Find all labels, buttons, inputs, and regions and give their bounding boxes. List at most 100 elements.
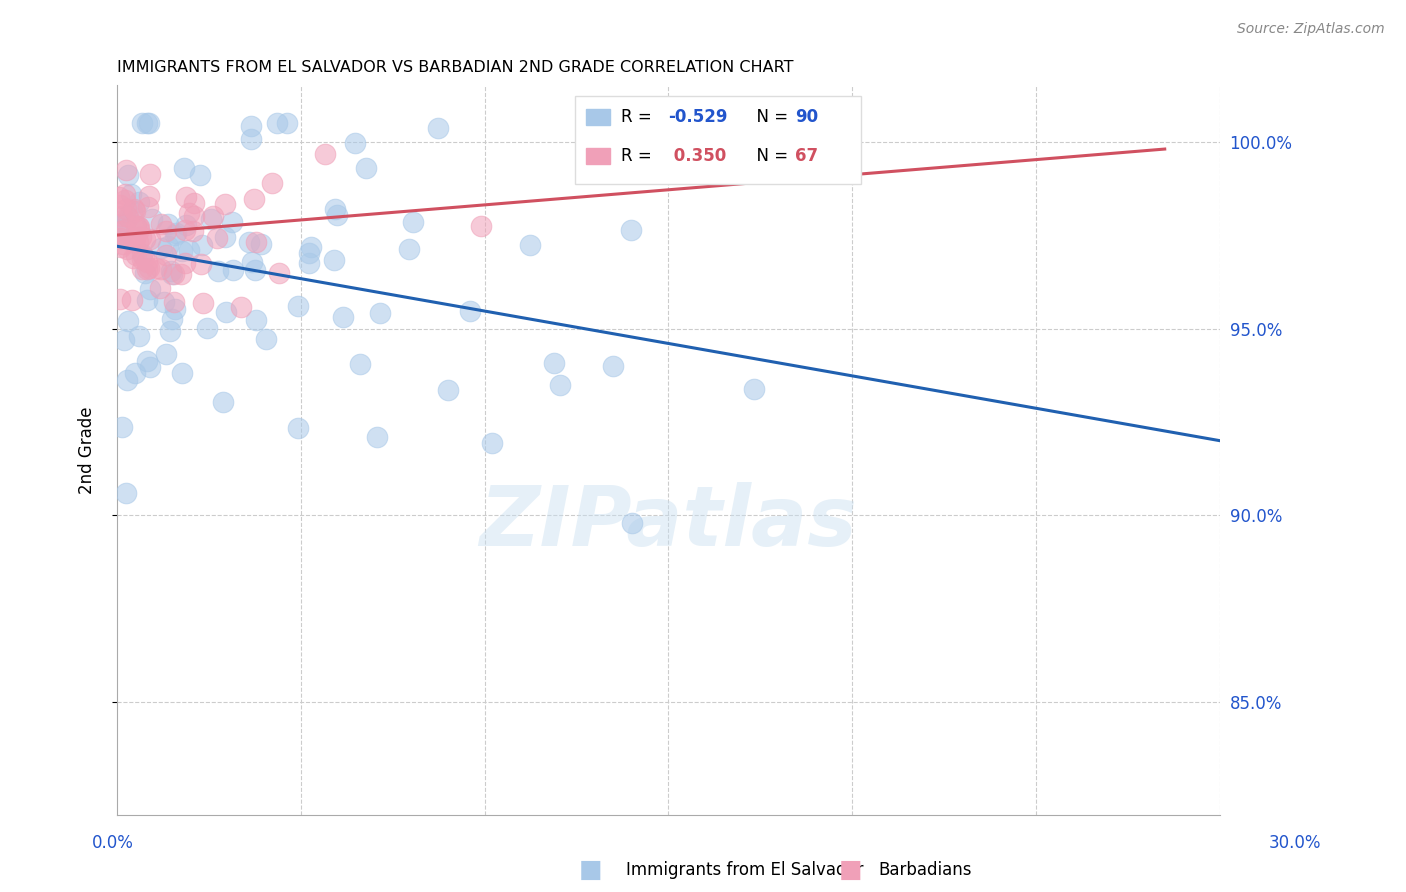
Point bbox=[179, 243, 201, 257]
Point bbox=[117, 314, 139, 328]
Text: Barbadians: Barbadians bbox=[879, 861, 973, 879]
Point bbox=[122, 235, 145, 249]
Point bbox=[131, 247, 153, 261]
Point bbox=[621, 516, 644, 530]
Point bbox=[128, 220, 150, 235]
Point bbox=[138, 116, 160, 130]
Point bbox=[122, 202, 145, 216]
Point bbox=[173, 255, 195, 269]
Point bbox=[269, 266, 291, 280]
Text: Immigrants from El Salvador: Immigrants from El Salvador bbox=[626, 861, 863, 879]
Text: N =: N = bbox=[745, 147, 793, 165]
Point bbox=[354, 161, 377, 175]
Point bbox=[470, 219, 492, 233]
Point bbox=[134, 232, 156, 246]
Point bbox=[240, 132, 263, 146]
Text: R =: R = bbox=[621, 108, 657, 126]
Point bbox=[110, 231, 132, 245]
Point bbox=[152, 294, 174, 309]
Point bbox=[191, 238, 214, 252]
Point bbox=[135, 116, 157, 130]
Point bbox=[323, 202, 346, 216]
Point bbox=[121, 293, 143, 308]
Text: Source: ZipAtlas.com: Source: ZipAtlas.com bbox=[1237, 22, 1385, 37]
Point bbox=[602, 359, 624, 373]
Point bbox=[136, 261, 159, 276]
Point bbox=[136, 353, 159, 368]
Point bbox=[163, 302, 186, 317]
Point bbox=[169, 267, 191, 281]
Point bbox=[145, 261, 167, 276]
Point bbox=[165, 227, 187, 241]
Point bbox=[112, 237, 135, 252]
Point bbox=[115, 485, 138, 500]
Point bbox=[108, 190, 131, 204]
Point bbox=[176, 190, 198, 204]
Point bbox=[188, 169, 211, 183]
Bar bbox=[586, 148, 610, 164]
Point bbox=[174, 218, 197, 232]
Point bbox=[128, 223, 150, 237]
Point bbox=[344, 136, 367, 151]
Point bbox=[212, 394, 235, 409]
Point bbox=[287, 299, 309, 313]
Point bbox=[149, 262, 172, 277]
Point bbox=[170, 244, 193, 259]
Point bbox=[243, 263, 266, 277]
Point bbox=[111, 209, 134, 223]
Point bbox=[222, 263, 245, 277]
Point bbox=[163, 295, 186, 310]
Point bbox=[114, 162, 136, 177]
Point bbox=[183, 196, 205, 211]
Point bbox=[115, 373, 138, 387]
Text: N =: N = bbox=[745, 108, 793, 126]
Point bbox=[402, 214, 425, 228]
Point bbox=[620, 223, 643, 237]
Point bbox=[543, 356, 565, 370]
Y-axis label: 2nd Grade: 2nd Grade bbox=[79, 406, 96, 494]
Point bbox=[111, 419, 134, 434]
FancyBboxPatch shape bbox=[575, 96, 862, 184]
Point bbox=[481, 436, 503, 450]
Point bbox=[112, 333, 135, 347]
Point bbox=[298, 256, 321, 270]
Point bbox=[117, 242, 139, 256]
Point bbox=[159, 264, 181, 278]
Text: R =: R = bbox=[621, 147, 657, 165]
Point bbox=[325, 208, 347, 222]
Point bbox=[117, 168, 139, 182]
Point bbox=[458, 304, 481, 318]
Point bbox=[287, 421, 309, 435]
Point bbox=[108, 219, 131, 233]
Point bbox=[160, 312, 183, 326]
Point bbox=[160, 267, 183, 281]
Point bbox=[245, 313, 267, 327]
Point bbox=[299, 239, 322, 253]
Text: ■: ■ bbox=[839, 858, 862, 881]
Point bbox=[249, 236, 271, 251]
Point bbox=[155, 224, 177, 238]
Point bbox=[276, 116, 298, 130]
Point bbox=[323, 253, 346, 268]
Point bbox=[191, 295, 214, 310]
Point bbox=[134, 266, 156, 280]
Point bbox=[114, 223, 136, 237]
Point bbox=[519, 238, 541, 252]
Point bbox=[201, 209, 224, 223]
Point bbox=[112, 216, 135, 230]
Point bbox=[179, 205, 201, 219]
Text: ■: ■ bbox=[579, 858, 602, 881]
Text: 0.350: 0.350 bbox=[668, 147, 727, 165]
Point bbox=[149, 281, 172, 295]
Point bbox=[138, 359, 160, 374]
Point bbox=[174, 223, 197, 237]
Point bbox=[195, 320, 218, 334]
Point bbox=[108, 231, 131, 245]
Point bbox=[138, 260, 160, 275]
Point bbox=[207, 264, 229, 278]
Point bbox=[231, 300, 253, 314]
Point bbox=[240, 119, 263, 133]
Point bbox=[426, 121, 449, 136]
Point bbox=[128, 195, 150, 210]
Point bbox=[122, 252, 145, 266]
